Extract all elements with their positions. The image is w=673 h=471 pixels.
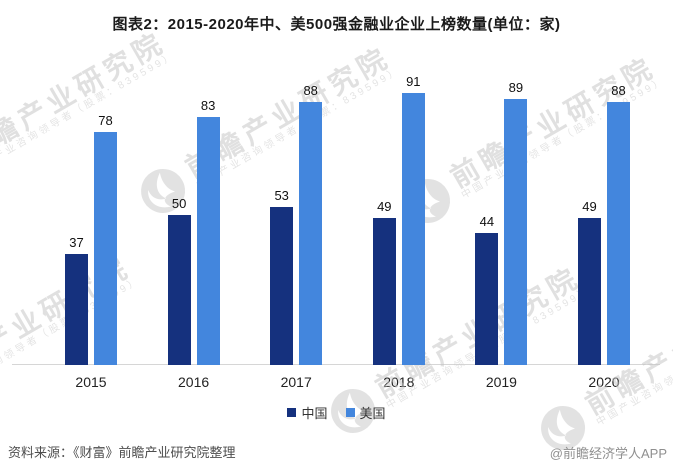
bar-value-label: 88 xyxy=(303,83,318,98)
bar-value-label: 78 xyxy=(98,113,113,128)
bar-美国-2016 xyxy=(196,117,220,365)
x-axis-label-2015: 2015 xyxy=(75,374,107,390)
bar-中国-2017 xyxy=(270,207,294,365)
bar-value-label: 49 xyxy=(377,199,392,214)
legend-item-美国: 美国 xyxy=(345,403,386,422)
legend-item-中国: 中国 xyxy=(287,403,328,422)
x-axis-label-2016: 2016 xyxy=(178,374,210,390)
x-axis-label-2017: 2017 xyxy=(280,374,312,390)
x-axis-label-2020: 2020 xyxy=(588,374,620,390)
bar-中国-2015 xyxy=(65,254,88,365)
bar-value-label: 89 xyxy=(508,80,524,95)
bar-value-label: 88 xyxy=(611,83,626,98)
bar-value-label: 49 xyxy=(582,199,597,214)
bar-美国-2019 xyxy=(504,99,528,365)
bar-value-label: 83 xyxy=(200,98,216,113)
chart-title: 图表2：2015-2020年中、美500强金融业企业上榜数量(单位：家) xyxy=(112,16,561,33)
chart-legend: 中国 美国 xyxy=(0,403,673,422)
bar-美国-2020 xyxy=(607,102,630,365)
source-note: 资料来源：《财富》前瞻产业研究院整理 xyxy=(8,445,236,460)
legend-swatch-icon xyxy=(345,408,355,417)
legend-label: 美国 xyxy=(359,406,386,421)
bar-美国-2015 xyxy=(94,132,117,365)
bar-美国-2018 xyxy=(401,93,425,365)
x-axis-label-2019: 2019 xyxy=(485,374,517,390)
x-axis-label-2018: 2018 xyxy=(383,374,415,390)
legend-label: 中国 xyxy=(301,406,328,421)
bar-value-label: 44 xyxy=(479,214,495,229)
bar-value-label: 91 xyxy=(406,74,421,89)
bar-value-label: 37 xyxy=(69,235,84,250)
bar-美国-2017 xyxy=(299,102,323,365)
bar-中国-2019 xyxy=(475,233,499,365)
plot-area: 37 78 50 83 53 88 49 91 44 89 49 88 xyxy=(0,70,673,365)
bar-value-label: 53 xyxy=(274,188,289,203)
legend-swatch-icon xyxy=(287,408,297,417)
x-axis-line xyxy=(12,364,660,365)
bar-中国-2020 xyxy=(578,218,601,365)
bar-中国-2016 xyxy=(167,215,191,365)
credit-note: @前瞻经济学人APP xyxy=(549,446,667,461)
bar-value-label: 50 xyxy=(171,196,187,211)
bar-中国-2018 xyxy=(372,218,396,365)
